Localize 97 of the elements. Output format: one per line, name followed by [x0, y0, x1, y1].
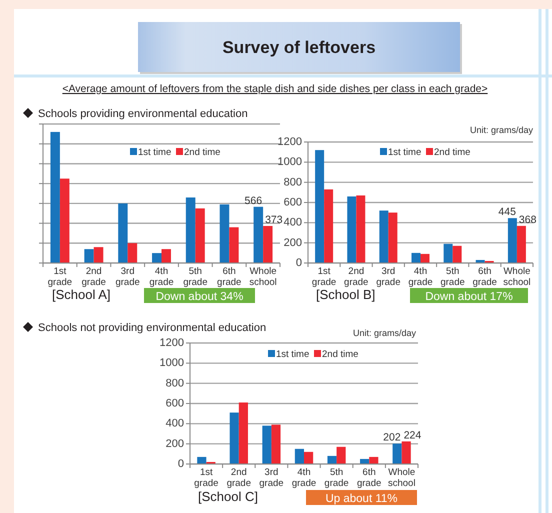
x-axis-title: [School C]	[198, 489, 258, 504]
bar	[263, 226, 273, 263]
bar	[392, 444, 402, 464]
legend-label: 2nd time	[322, 349, 358, 360]
x-tick-label: 1st grade	[48, 266, 72, 288]
y-tick-label: 0	[296, 257, 302, 269]
x-axis-title: [School B]	[316, 287, 376, 302]
text: Down about 17%	[425, 291, 513, 303]
x-tick-label: 2nd grade	[344, 266, 368, 288]
legend-label: 1st time	[388, 147, 422, 158]
bar	[420, 254, 430, 263]
bar	[94, 247, 104, 263]
y-tick-label: 1000	[278, 156, 302, 168]
x-tick-label: 6th grade	[217, 266, 242, 288]
data-label: 373	[265, 214, 283, 226]
bar	[60, 178, 70, 263]
x-tick-label: 1st grade	[312, 266, 336, 288]
data-label: 445	[498, 206, 516, 218]
y-tick-label: 400	[284, 216, 302, 229]
bar	[294, 448, 304, 464]
x-axis-title: [School A]	[52, 287, 111, 302]
bar	[162, 249, 171, 263]
bar	[229, 227, 239, 263]
bar	[379, 210, 388, 263]
bar	[195, 208, 205, 263]
legend-label: 1st time	[276, 349, 310, 360]
chart-subtitle: <Average amount of leftovers from the staple dish and side dishes per class in each grade>	[62, 83, 488, 95]
x-tick-label: 6th grade	[356, 467, 382, 489]
bar	[238, 402, 248, 464]
bar	[50, 132, 60, 263]
data-label: 566	[244, 194, 262, 207]
legend-label: 1st time	[138, 147, 172, 158]
y-tick-label: 0	[178, 458, 184, 470]
bar	[152, 253, 162, 263]
x-tick-label: 1st grade	[194, 467, 218, 489]
bar	[197, 456, 206, 464]
data-label: 202	[383, 432, 401, 444]
x-tick-label: 3rd grade	[115, 266, 140, 288]
x-tick-label: 4th grade	[149, 266, 174, 288]
x-tick-label: Whole school	[503, 266, 531, 288]
bar	[186, 197, 196, 263]
bar	[304, 452, 314, 464]
x-tick-label: 4th grade	[292, 467, 316, 489]
data-label: 224	[404, 429, 422, 442]
x-tick-label: 5th grade	[183, 266, 208, 288]
text: Up about 11%	[325, 493, 398, 505]
bar	[444, 244, 453, 263]
bar	[347, 196, 356, 263]
bar	[315, 150, 324, 263]
bar	[369, 456, 378, 464]
text: Schools providing environmental education	[38, 108, 248, 120]
bar	[262, 426, 272, 464]
bar	[84, 249, 94, 263]
bar	[388, 212, 398, 263]
bar	[412, 252, 420, 263]
bar	[508, 218, 517, 263]
bar	[230, 412, 239, 464]
bar	[324, 189, 334, 263]
x-tick-label: 5th grade	[440, 266, 465, 288]
bar	[118, 203, 128, 263]
y-tick-label: 1000	[160, 357, 184, 370]
y-tick-label: 600	[166, 398, 184, 410]
bar	[402, 441, 411, 464]
x-tick-label: 2nd grade	[82, 266, 106, 288]
y-tick-label: 200	[284, 236, 302, 249]
bar	[356, 195, 366, 263]
x-tick-label: Whole school	[388, 467, 416, 489]
bar	[271, 424, 281, 464]
text: Schools not providing environmental education	[38, 322, 266, 334]
text: Down about 34%	[156, 291, 244, 303]
y-tick-label: 800	[284, 176, 302, 188]
y-tick-label: 200	[166, 438, 184, 450]
bar	[128, 243, 138, 263]
x-tick-label: 2nd grade	[226, 467, 252, 489]
x-tick-label: 6th grade	[472, 266, 497, 288]
bar	[327, 456, 337, 464]
x-tick-label: 5th grade	[324, 467, 349, 489]
legend-label: 2nd time	[434, 147, 470, 158]
text: Unit: grams/day	[352, 328, 416, 338]
data-label: 368	[518, 214, 537, 226]
x-tick-label: Whole school	[249, 266, 277, 288]
x-tick-label: 4th grade	[408, 266, 433, 288]
bar	[336, 446, 346, 464]
text: Unit: grams/day	[470, 125, 534, 135]
legend-label: 2nd time	[184, 147, 220, 158]
y-tick-label: 800	[166, 377, 184, 390]
bar	[254, 206, 264, 263]
y-tick-label: 1200	[160, 337, 184, 349]
y-tick-label: 600	[284, 196, 302, 208]
bar	[220, 204, 230, 263]
y-tick-label: 1200	[278, 136, 302, 148]
chart-title: Survey of leftovers	[222, 38, 376, 57]
x-tick-label: 3rd grade	[376, 266, 401, 288]
y-tick-label: 400	[166, 418, 184, 430]
bar	[452, 246, 462, 263]
bar	[516, 226, 526, 263]
x-tick-label: 3rd grade	[259, 467, 284, 489]
